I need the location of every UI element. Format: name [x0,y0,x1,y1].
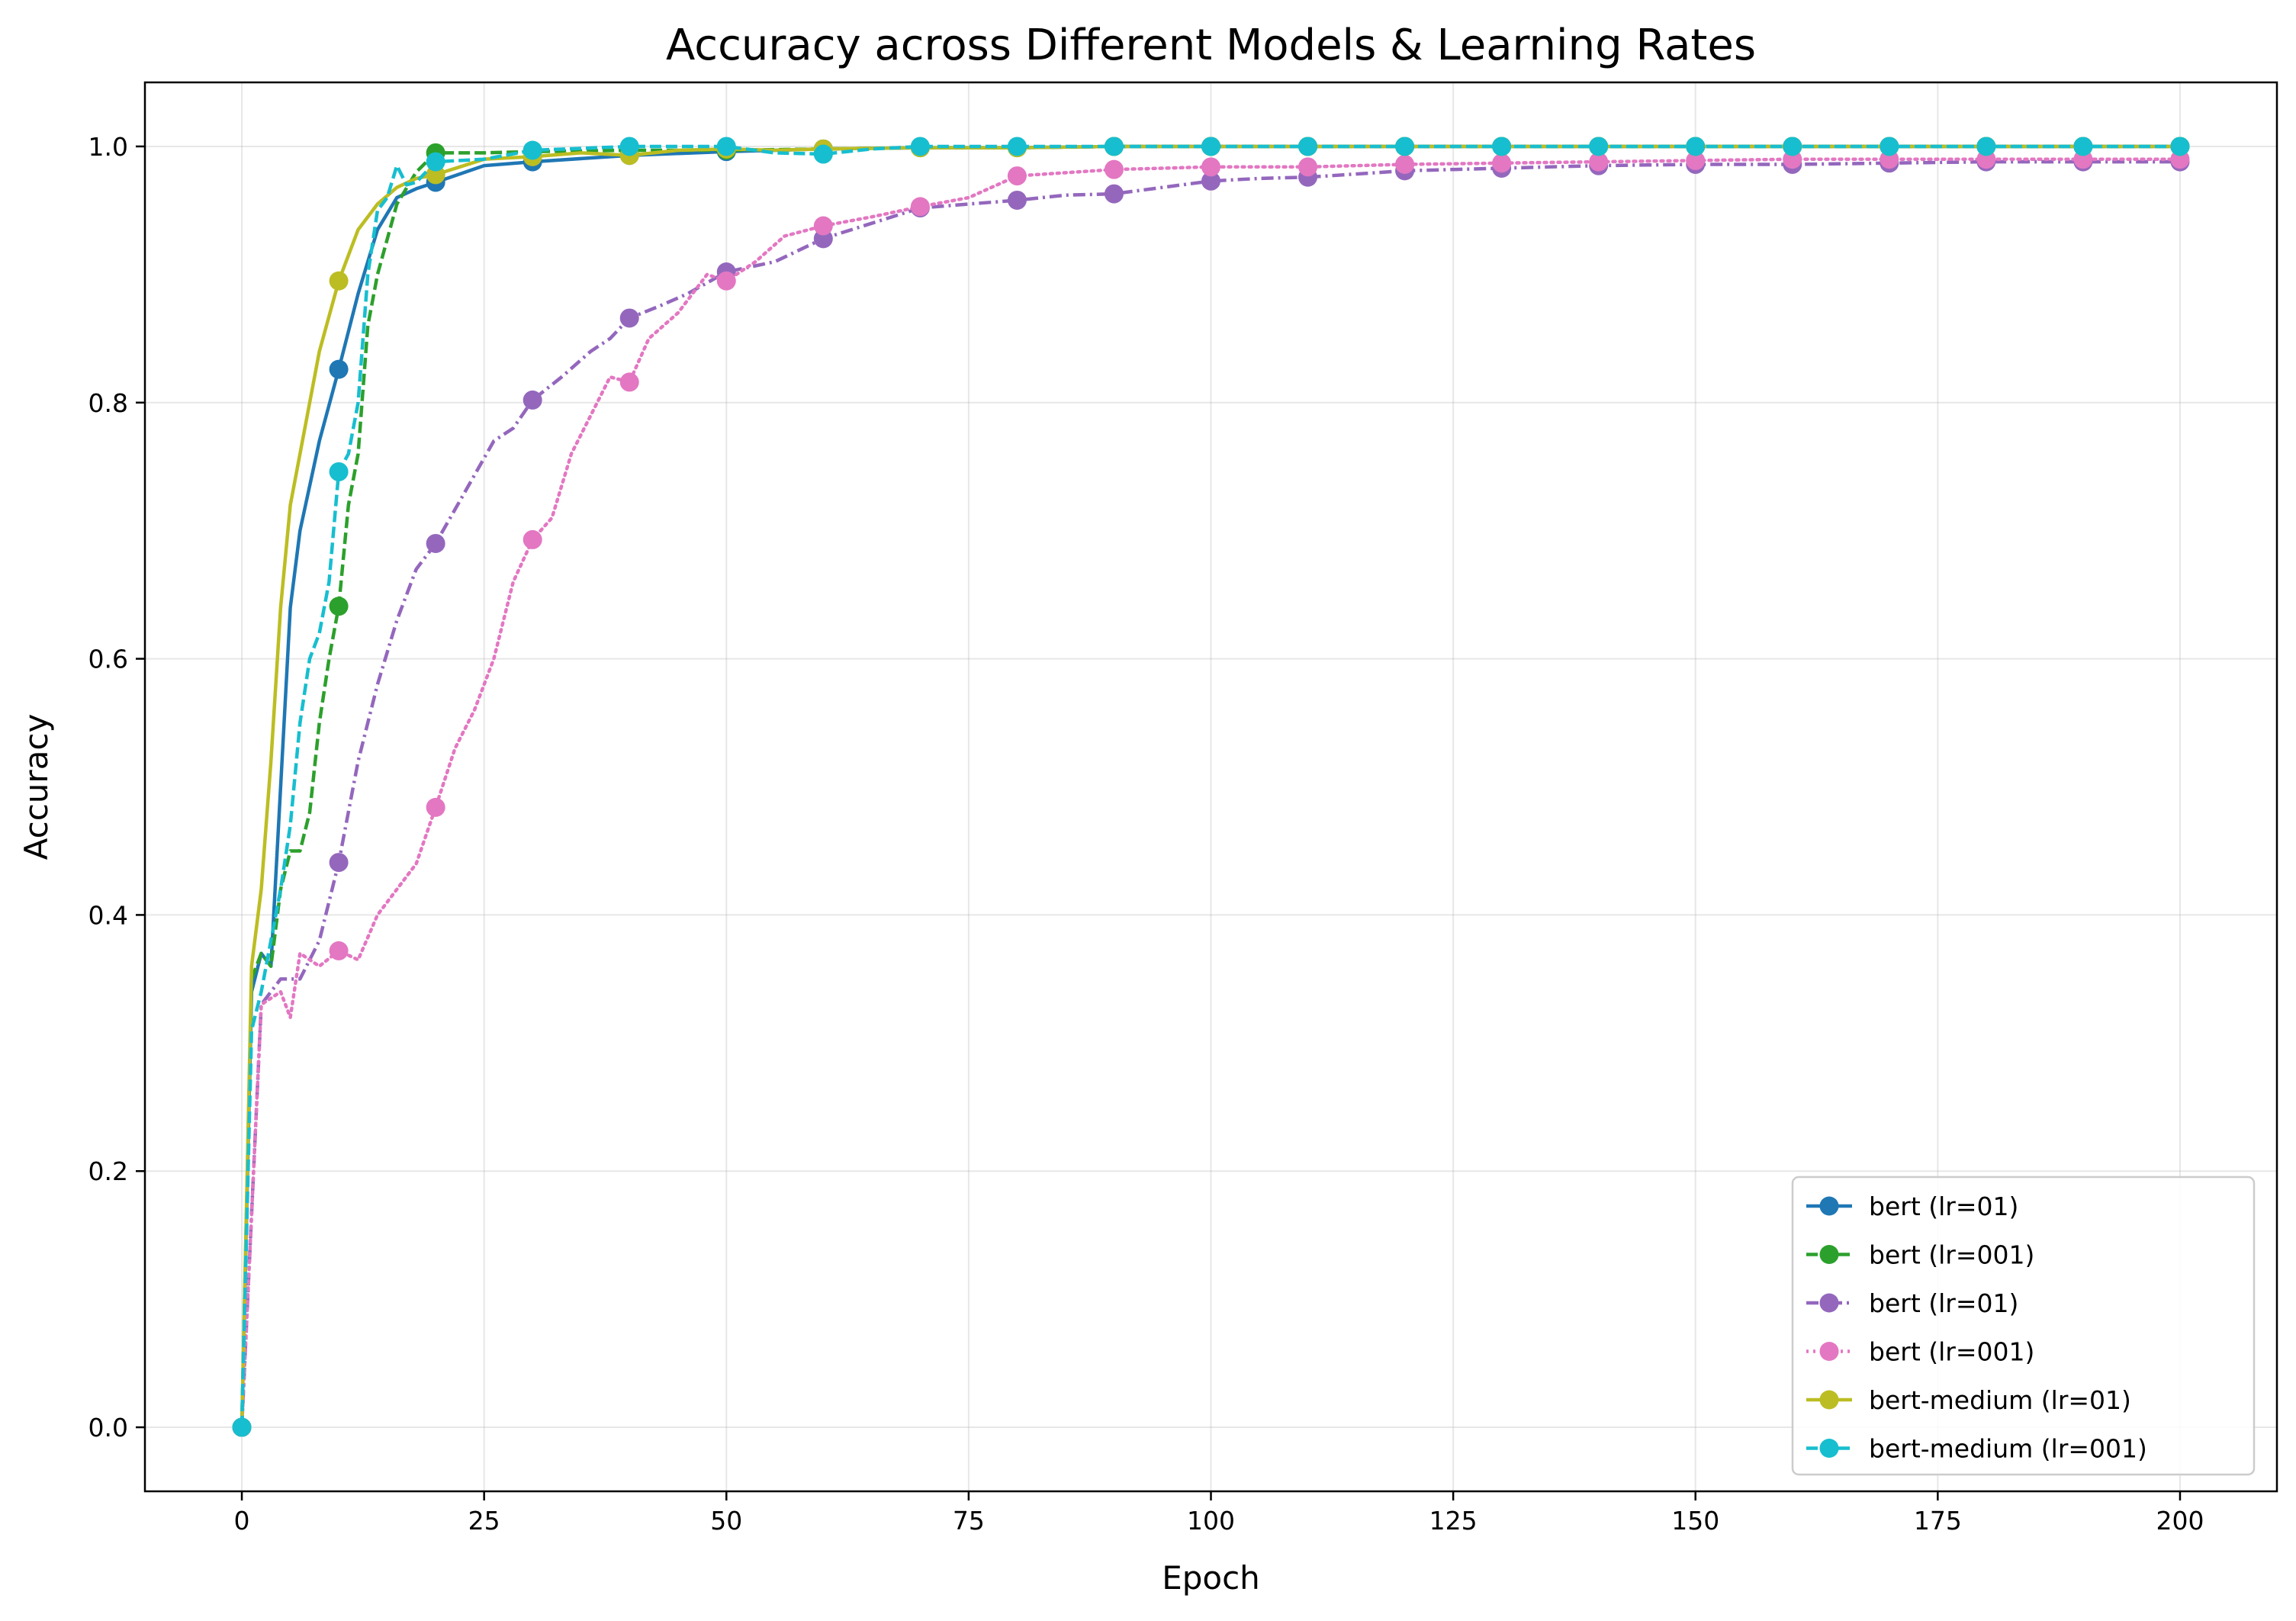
data-point [329,853,349,873]
legend-marker [1819,1390,1839,1410]
data-point [426,533,445,553]
data-point [1201,157,1220,177]
legend-marker [1819,1439,1839,1458]
data-point [1492,137,1512,156]
series-5 [232,137,2190,1437]
data-point [1007,137,1027,156]
data-point [329,597,349,616]
data-point [1104,137,1124,156]
legend-label: bert (lr=01) [1869,1192,2018,1221]
legend-marker [1819,1196,1839,1216]
data-point [329,462,349,481]
x-tick-label: 50 [710,1506,742,1536]
data-point [619,137,639,156]
data-point [1783,137,1802,156]
x-tick-label: 0 [234,1506,250,1536]
data-point [232,1417,252,1437]
data-point [2073,137,2093,156]
series-line [240,144,2180,1428]
legend: bert (lr=01) bert (lr=001) bert (lr=01) ber… [1791,1176,2256,1476]
data-point [619,372,639,392]
y-tick-label: 1.0 [88,132,128,162]
data-point [1298,137,1318,156]
x-tick-label: 75 [953,1506,985,1536]
data-point [523,140,542,160]
data-point [1976,137,1996,156]
data-point [329,941,349,960]
legend-box [1791,1176,2256,1476]
data-point [910,197,930,217]
x-tick-label: 200 [2156,1506,2204,1536]
x-tick-label: 125 [1429,1506,1478,1536]
y-tick-label: 0.6 [88,645,128,674]
data-point [1104,159,1124,179]
x-axis-label: Epoch [1162,1559,1260,1597]
data-point [426,797,445,817]
legend-item: bert (lr=001) [1806,1240,2034,1270]
data-point [716,137,736,156]
legend-label: bert (lr=001) [1869,1337,2034,1367]
data-point [1395,154,1415,174]
data-point [1395,137,1415,156]
legend-item: bert (lr=01) [1806,1192,2018,1221]
legend-label: bert (lr=01) [1869,1288,2018,1318]
x-tick-label: 100 [1187,1506,1235,1536]
legend-label: bert-medium (lr=01) [1869,1385,2131,1415]
data-point [426,152,445,172]
axis-ticks: 0 25 50 75 100 125 150 175 200 0.0 0.2 0.4 0.6 0.8 1.0 [88,132,2204,1536]
legend-marker [1819,1245,1839,1264]
y-tick-label: 0.2 [88,1156,128,1186]
data-point [910,137,930,156]
data-point [1492,153,1512,173]
data-point [1686,150,1706,170]
data-point [2170,137,2190,156]
legend-item: bert-medium (lr=01) [1806,1385,2131,1415]
chart-title: Accuracy across Different Models & Learn… [666,21,1756,70]
data-point [1201,171,1220,191]
data-point [1686,137,1706,156]
y-axis-label: Accuracy [18,714,55,860]
data-point [1007,190,1027,210]
data-point [1589,152,1609,172]
y-tick-label: 0.8 [88,388,128,418]
data-point [716,271,736,291]
legend-label: bert (lr=001) [1869,1240,2034,1270]
series-3 [232,150,2190,1437]
legend-marker [1819,1293,1839,1313]
data-point [523,390,542,410]
data-point [813,144,833,164]
data-point [329,271,349,291]
legend-item: bert (lr=001) [1806,1337,2034,1367]
y-tick-label: 0.0 [88,1413,128,1442]
data-point [1589,137,1609,156]
legend-marker [1819,1342,1839,1361]
data-point [1880,137,1899,156]
data-point [619,308,639,328]
data-point [1298,157,1318,177]
x-tick-label: 175 [1914,1506,1962,1536]
data-point [1201,137,1220,156]
series-lines [232,137,2190,1437]
x-tick-label: 150 [1671,1506,1719,1536]
x-tick-label: 25 [468,1506,500,1536]
legend-item: bert-medium (lr=001) [1806,1434,2147,1464]
data-point [1104,184,1124,204]
legend-label: bert-medium (lr=001) [1869,1434,2147,1464]
data-point [523,529,542,549]
data-point [813,216,833,236]
data-point [1007,166,1027,186]
legend-item: bert (lr=01) [1806,1288,2018,1318]
data-point [329,359,349,379]
y-tick-label: 0.4 [88,900,128,930]
series-line [240,157,2182,1430]
